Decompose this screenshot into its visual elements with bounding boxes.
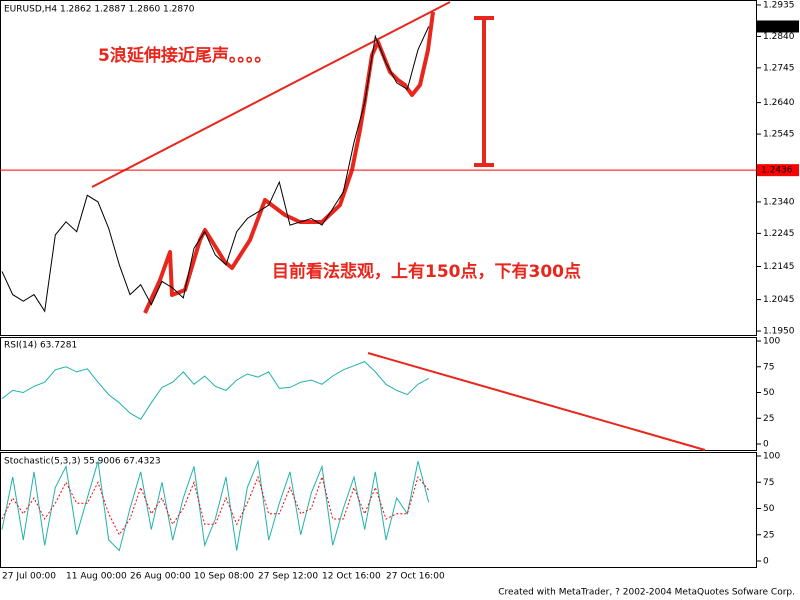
price-box [757, 20, 799, 33]
x-tick-label: 11 Aug 00:00 [66, 572, 127, 582]
y-tick-label: 1.2340 [763, 197, 795, 207]
rsi-trend-line [367, 352, 706, 451]
y-tick-label: 100 [763, 337, 780, 347]
y-tick-label: 1.2745 [763, 63, 795, 73]
y-tick-label: 1.2045 [763, 295, 795, 305]
y-tick-label: 1.2640 [763, 98, 795, 108]
y-tick-label: 0 [763, 440, 769, 450]
x-tick-label: 27 Oct 16:00 [386, 572, 445, 582]
chart-title: EURUSD,H4 1.2862 1.2887 1.2860 1.2870 [4, 5, 195, 15]
indicator-title: RSI(14) 63.7281 [4, 341, 77, 351]
data-line [1, 361, 429, 420]
annotation: 5浪延伸接近尾声。。。。 [98, 45, 271, 66]
y-tick-label: 1.2840 [763, 32, 795, 42]
price-panel [0, 0, 757, 336]
y-tick-label: 0 [763, 557, 769, 567]
y-tick-label: 25 [763, 530, 774, 540]
price-label: 1.2870 [761, 22, 793, 32]
range-bar [474, 16, 494, 167]
footer: Created with MetaTrader, ? 2002-2004 Met… [498, 588, 795, 598]
price-box [757, 164, 799, 177]
data-line [1, 459, 430, 552]
y-tick-label: 100 [763, 452, 780, 462]
x-tick-label: 10 Sep 08:00 [194, 572, 254, 582]
annotation: 目前看法悲观，上有150点，下有300点 [272, 261, 581, 282]
y-tick-label: 1.2145 [763, 262, 795, 272]
rsi-panel [0, 337, 757, 451]
price-label: 1.2436 [761, 166, 793, 176]
trend-line [91, 1, 451, 188]
y-tick-label: 1.2935 [763, 0, 795, 10]
indicator-title: Stochastic(5,3,3) 55.9006 67.4323 [4, 457, 161, 467]
x-tick-label: 26 Aug 00:00 [130, 572, 191, 582]
y-tick-label: 75 [763, 362, 774, 372]
x-tick-label: 27 Jul 00:00 [2, 572, 56, 582]
y-tick-label: 25 [763, 414, 774, 424]
y-tick-label: 1.2545 [763, 130, 795, 140]
stochastic-panel [0, 452, 757, 568]
data-line [1, 26, 430, 313]
y-tick-label: 1.1950 [763, 327, 795, 337]
x-tick-label: 12 Oct 16:00 [322, 572, 381, 582]
y-tick-label: 50 [763, 388, 775, 398]
x-tick-label: 27 Sep 12:00 [258, 572, 318, 582]
y-tick-label: 50 [763, 504, 775, 514]
wave-sketch [143, 11, 435, 314]
y-tick-label: 75 [763, 478, 774, 488]
y-tick-label: 1.2245 [763, 229, 795, 239]
